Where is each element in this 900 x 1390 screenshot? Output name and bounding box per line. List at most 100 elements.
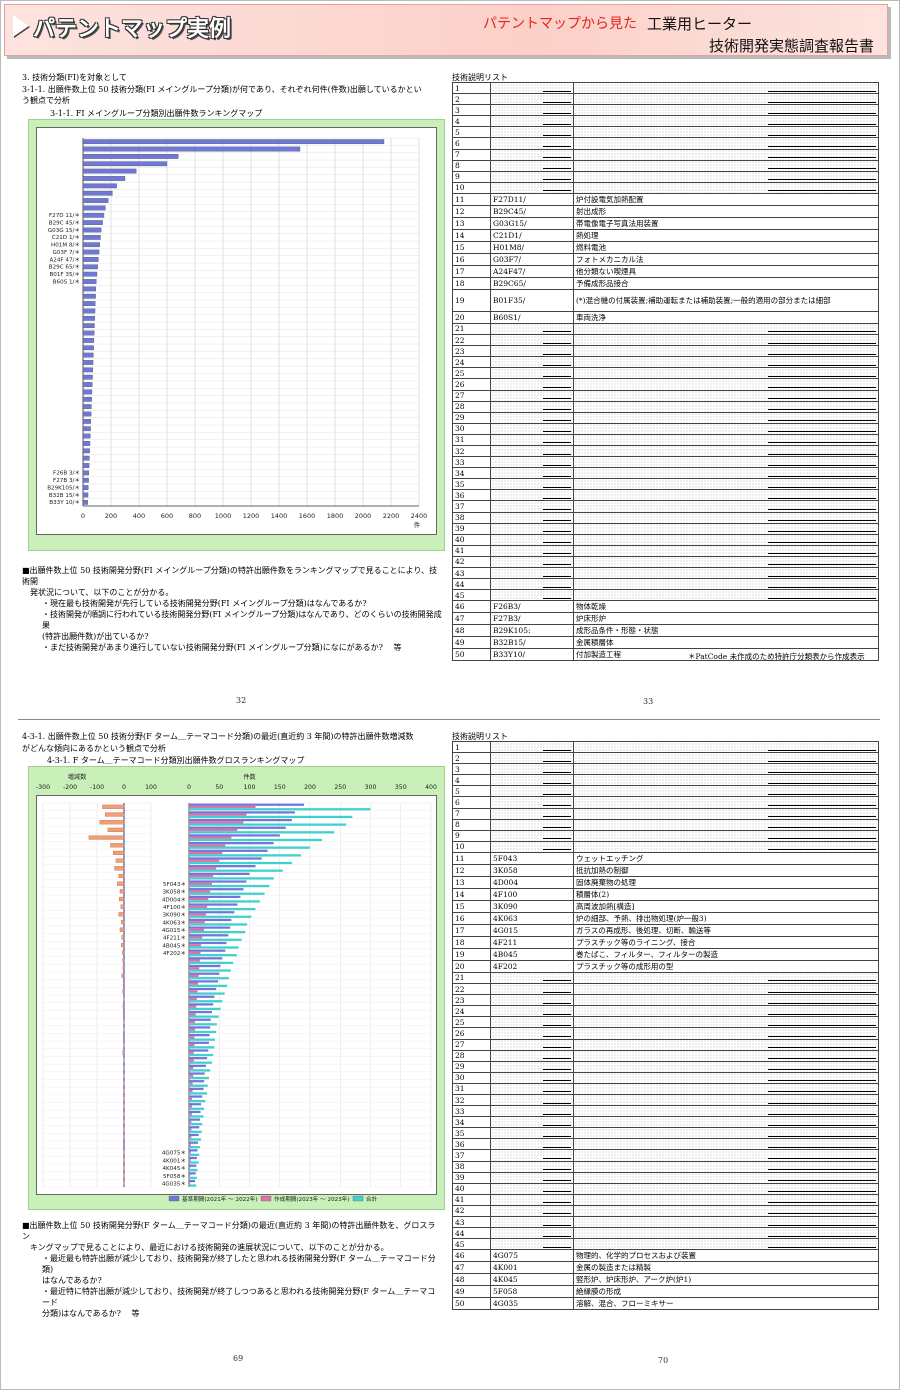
- row-description: [573, 181, 879, 194]
- blank-line: [768, 1174, 876, 1182]
- blank-line: [543, 1052, 571, 1060]
- total-bar: [189, 831, 335, 834]
- list-title: 技術説明リスト: [452, 732, 508, 741]
- x-tick-label: 2200: [383, 512, 400, 520]
- table-row: 42: [452, 1204, 879, 1218]
- row-description: [573, 1171, 879, 1184]
- chart-title: 3-1-1. FI メイングループ分類別出願件数ランキングマップ: [50, 109, 263, 118]
- category-label: 4K063＊: [163, 919, 187, 926]
- blank-line: [543, 514, 571, 522]
- left-panel-label: 増減数: [68, 773, 87, 781]
- banner-title: パテントマップ実例: [33, 17, 232, 42]
- row-description: 付加製造工程: [573, 648, 879, 662]
- row-number: 14: [452, 228, 491, 242]
- blank-line: [768, 525, 876, 533]
- row-number: 29: [452, 411, 491, 424]
- delta-bar: [123, 1035, 125, 1040]
- row-description: フォトメカニカル法: [573, 252, 879, 266]
- delta-bar: [118, 912, 125, 917]
- row-description: [573, 533, 879, 546]
- row-code: [490, 334, 574, 347]
- row-number: 18: [452, 935, 491, 949]
- blank-line: [543, 997, 571, 1004]
- bar: [82, 235, 101, 240]
- blank-line: [543, 1185, 571, 1193]
- recent-period-bar: [189, 874, 214, 878]
- row-number: 31: [452, 1082, 491, 1095]
- blank-line: [768, 581, 876, 588]
- left-tick-label: -200: [63, 784, 77, 791]
- blank-line: [768, 536, 876, 544]
- subsection-heading: 4-3-1. 出願件数上位 50 技術分野(F ターム＿テーマコード分類)の最近…: [22, 732, 414, 741]
- bar: [82, 433, 91, 439]
- row-number: 9: [452, 829, 491, 842]
- delta-bar: [120, 904, 125, 909]
- row-code: [490, 840, 574, 853]
- blank-line: [543, 85, 571, 92]
- row-code: [490, 971, 574, 985]
- base-period-bar: [189, 818, 292, 822]
- row-code: [490, 818, 574, 831]
- description-line: ・技術開発が順調に行われている技術開発分野(FI メイングループ分類)はなんであ…: [42, 610, 442, 630]
- base-period-bar: [189, 834, 280, 837]
- row-number: 26: [452, 378, 491, 391]
- table-row: 17 A24F47/他分類ない喫煙具: [452, 264, 879, 278]
- row-code: [490, 1127, 574, 1140]
- total-bar: [189, 923, 248, 926]
- blank-line: [543, 536, 571, 544]
- row-number: 25: [452, 1016, 491, 1029]
- row-code: B29C65/: [490, 276, 574, 290]
- row-code: B01F35/: [490, 288, 574, 312]
- row-description: [573, 829, 879, 842]
- delta-bar: [121, 919, 125, 925]
- blank-line: [768, 448, 876, 455]
- row-description: [573, 422, 879, 435]
- bar: [82, 382, 93, 387]
- table-row: 35: [452, 478, 879, 491]
- bar: [82, 455, 90, 461]
- blank-line: [543, 392, 571, 400]
- row-description: [573, 467, 879, 480]
- total-bar: [189, 808, 371, 811]
- x-tick-label: 800: [189, 512, 201, 520]
- row-number: 49: [452, 1285, 491, 1299]
- left-tick-label: -100: [90, 784, 104, 791]
- row-number: 49: [452, 636, 491, 650]
- blank-line: [543, 558, 571, 566]
- base-period-bar: [189, 1064, 206, 1067]
- blank-line: [768, 1241, 876, 1248]
- row-code: 4G075: [490, 1249, 574, 1263]
- blank-line: [543, 592, 571, 599]
- total-bar: [189, 1000, 223, 1003]
- table-row: 18 4F211 プラスチック等のライニング、接合: [452, 935, 879, 949]
- table-row: 44: [452, 1227, 879, 1240]
- row-description: (*)混合機の付属装置;補助運転または補助装置;一般的適用の部分または細部: [573, 288, 879, 312]
- category-label: B29C 45/＊: [49, 219, 80, 226]
- blank-line: [543, 547, 571, 555]
- total-bar: [189, 1061, 212, 1064]
- category-label: 3K090＊: [163, 912, 187, 919]
- blank-line: [543, 436, 571, 444]
- blank-line: [768, 184, 876, 192]
- blank-line: [543, 1019, 571, 1026]
- total-bar: [189, 961, 234, 964]
- table-row: 43: [452, 566, 879, 580]
- row-description: [573, 994, 879, 1007]
- row-code: [490, 544, 574, 557]
- total-bar: [189, 977, 229, 980]
- recent-period-bar: [189, 1005, 197, 1008]
- table-row: 11 F27D11/炉付設電気加熱配置: [452, 192, 879, 206]
- row-code: [490, 467, 574, 480]
- row-number: 14: [452, 887, 491, 901]
- subsection-heading-cont: がどんな傾向にあるかという観点で分析: [22, 744, 166, 753]
- delta-bar: [113, 850, 125, 855]
- row-number: 15: [452, 899, 491, 913]
- blank-line: [768, 325, 876, 333]
- category-label: 5F043＊: [163, 881, 186, 888]
- blank-line: [768, 348, 876, 355]
- blank-line: [543, 162, 571, 170]
- recent-period-bar: [189, 1182, 191, 1185]
- table-row: 14 4F100 積層体(2): [452, 887, 879, 901]
- row-description: [573, 1005, 879, 1018]
- bar: [82, 264, 98, 270]
